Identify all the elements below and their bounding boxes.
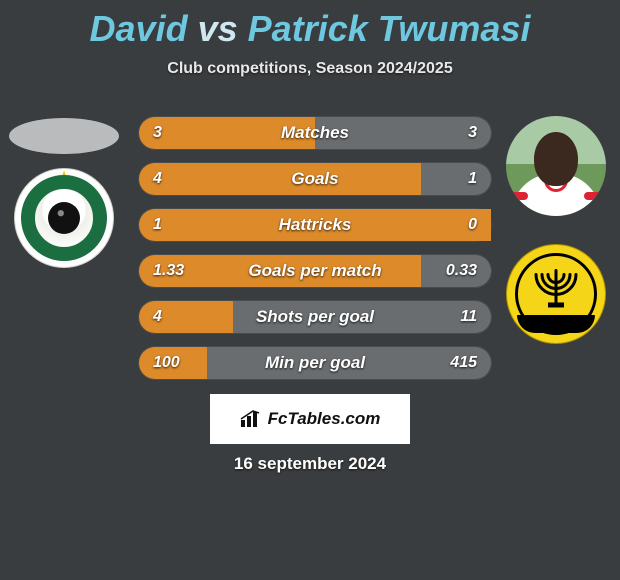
stat-row: 1.33 0.33 Goals per match <box>138 254 492 288</box>
stat-row: 4 1 Goals <box>138 162 492 196</box>
stat-left-value: 4 <box>153 170 162 188</box>
player1-club-logo: ★ <box>14 168 114 268</box>
menorah-icon <box>530 268 582 312</box>
stat-left-value: 3 <box>153 124 162 142</box>
stat-right-value: 0 <box>468 216 477 234</box>
stat-label: Min per goal <box>265 353 365 373</box>
left-column: ★ <box>0 116 128 386</box>
stat-right-value: 3 <box>468 124 477 142</box>
vs-label: vs <box>198 8 238 49</box>
stat-row: 1 0 Hattricks <box>138 208 492 242</box>
stat-row: 3 3 Matches <box>138 116 492 150</box>
stat-left-value: 100 <box>153 354 180 372</box>
stat-rows: 3 3 Matches 4 1 Goals 1 0 Hattricks 1.33 0.33 Goals… <box>138 116 492 392</box>
stat-label: Goals <box>291 169 338 189</box>
stat-left-value: 1 <box>153 216 162 234</box>
player1-name: David <box>90 8 188 49</box>
player2-club-logo <box>506 244 606 344</box>
brand-badge: FcTables.com <box>210 394 410 444</box>
stat-row: 4 11 Shots per goal <box>138 300 492 334</box>
stat-right-value: 11 <box>460 308 477 326</box>
stat-row: 100 415 Min per goal <box>138 346 492 380</box>
bars-icon <box>240 410 262 428</box>
stat-label: Hattricks <box>279 215 352 235</box>
player1-photo <box>9 118 119 154</box>
player2-photo <box>506 116 606 216</box>
stat-label: Matches <box>281 123 349 143</box>
comparison-title: David vs Patrick Twumasi <box>0 0 620 50</box>
date-text: 16 september 2024 <box>0 454 620 474</box>
player2-name: Patrick Twumasi <box>248 8 531 49</box>
comparison-grid: ★ 3 3 Matches 4 1 Goals 1 0 Hattricks 1.33 0.33 Goa… <box>0 116 620 386</box>
stat-right-value: 0.33 <box>446 262 477 280</box>
stat-label: Goals per match <box>248 261 381 281</box>
stat-right-value: 1 <box>468 170 477 188</box>
stat-label: Shots per goal <box>256 307 374 327</box>
stat-right-value: 415 <box>450 354 477 372</box>
brand-text: FcTables.com <box>268 409 381 429</box>
stat-left-value: 1.33 <box>153 262 184 280</box>
right-column <box>492 116 620 386</box>
subtitle: Club competitions, Season 2024/2025 <box>0 60 620 78</box>
stat-left-value: 4 <box>153 308 162 326</box>
